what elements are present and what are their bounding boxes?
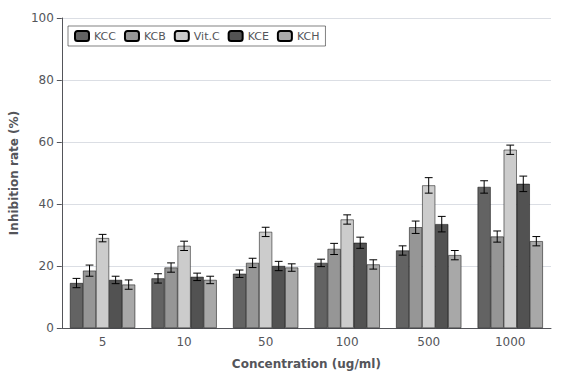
svg-text:KCB: KCB [144, 30, 166, 43]
svg-text:500: 500 [417, 335, 440, 349]
svg-text:0: 0 [46, 321, 54, 335]
svg-text:KCH: KCH [297, 30, 320, 43]
svg-text:50: 50 [258, 335, 273, 349]
svg-text:Vit.C: Vit.C [194, 30, 220, 43]
svg-text:10: 10 [176, 335, 191, 349]
svg-text:20: 20 [39, 259, 54, 273]
svg-text:40: 40 [39, 197, 54, 211]
svg-text:Inhibition rate (%): Inhibition rate (%) [7, 111, 21, 235]
svg-text:5: 5 [99, 335, 107, 349]
svg-text:60: 60 [39, 135, 54, 149]
svg-text:KCE: KCE [248, 30, 269, 43]
svg-text:KCC: KCC [94, 30, 116, 43]
svg-text:100: 100 [31, 11, 54, 25]
svg-text:100: 100 [336, 335, 359, 349]
svg-text:80: 80 [39, 73, 54, 87]
svg-text:Concentration (ug/ml): Concentration (ug/ml) [232, 357, 381, 371]
svg-text:1000: 1000 [495, 335, 526, 349]
